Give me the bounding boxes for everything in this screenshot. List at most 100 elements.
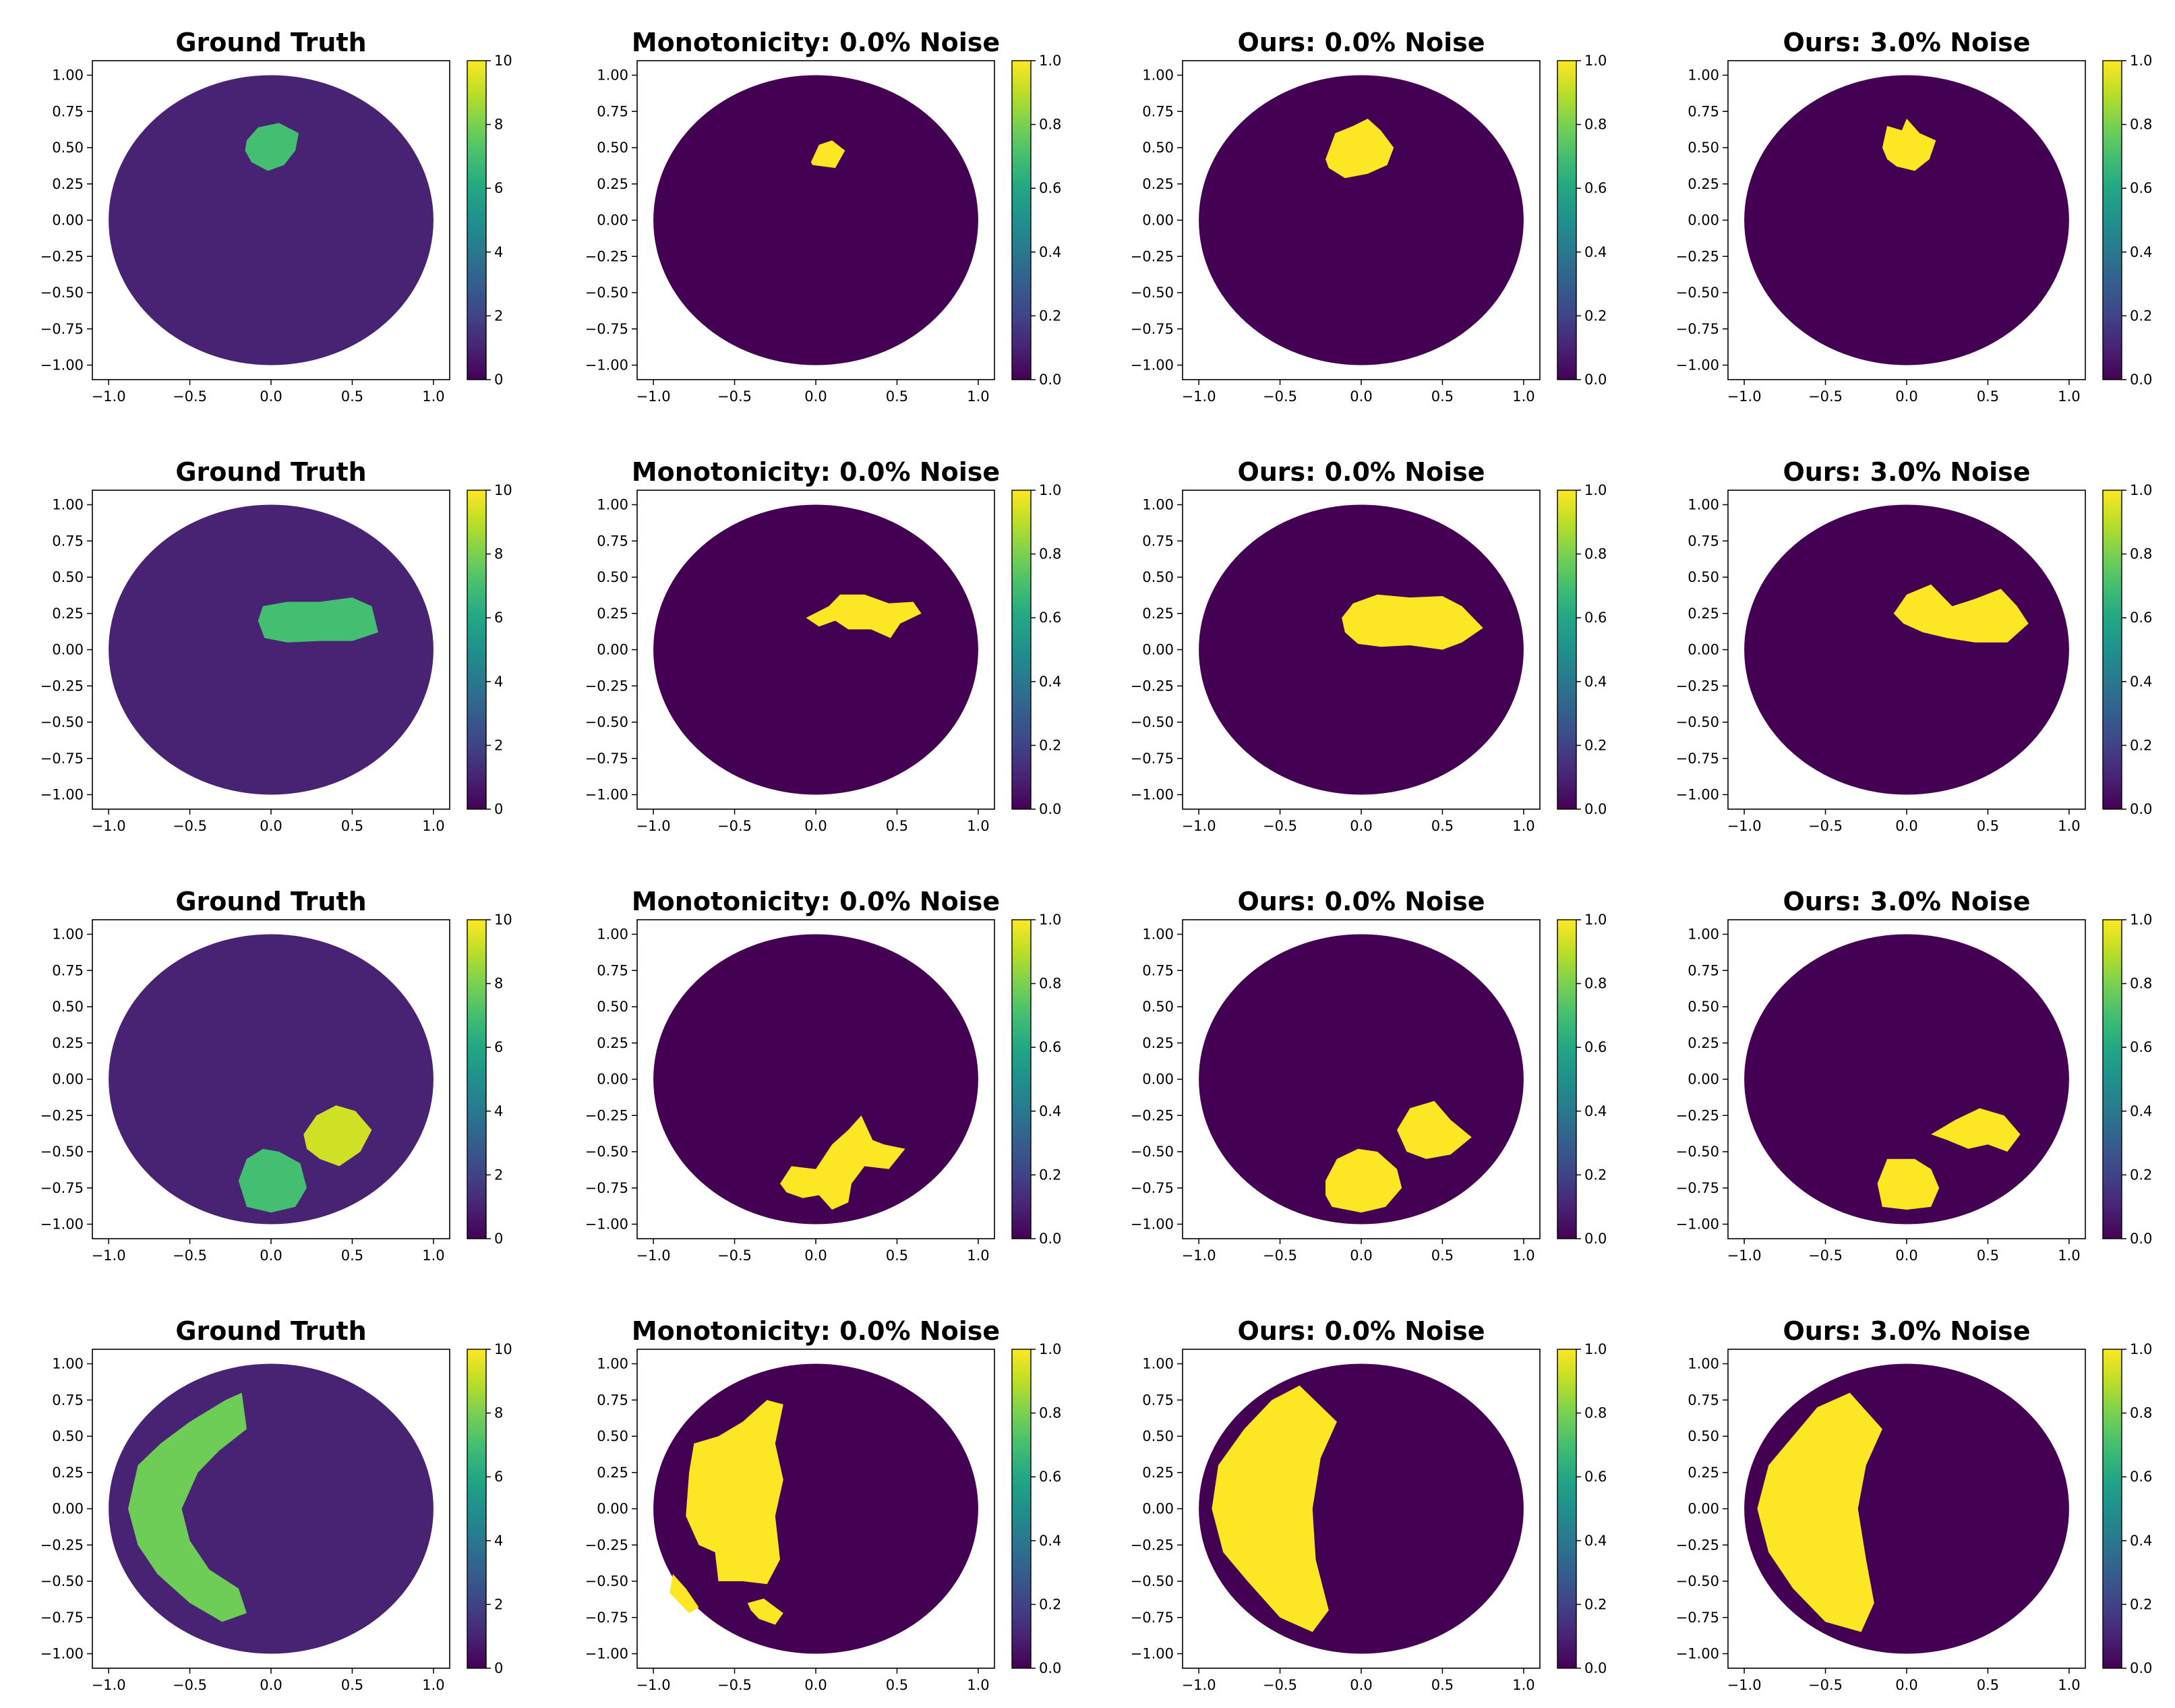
y-tick-label: 0.50 [52,1428,84,1444]
colorbar [2102,919,2122,1239]
colorbar-tick-label: 0.0 [1039,372,1061,388]
x-tick-label: 1.0 [1512,388,1535,405]
x-tick-label: −0.5 [173,818,207,834]
colorbar [1557,60,1577,380]
x-tick-label: 1.0 [2058,1677,2080,1693]
colorbar [1011,60,1032,380]
y-tick-label: −0.25 [1131,1107,1174,1123]
colorbar-tick-label: 8 [494,117,503,133]
x-tick-label: 0.5 [1977,818,1999,834]
y-tick-label: 0.75 [1142,533,1174,549]
y-tick-label: 1.00 [1142,1356,1174,1372]
x-tick-label: 0.5 [1977,1247,1999,1264]
y-tick-label: 0.75 [52,103,84,119]
colorbar [467,1349,487,1669]
colorbar [2102,60,2122,380]
colorbar-tick-label: 1.0 [1039,53,1061,69]
y-tick-label: 1.00 [1142,67,1174,84]
colorbar-tick-label: 1.0 [2130,53,2152,69]
y-tick-label: −0.75 [585,321,628,337]
x-tick-label: 0.0 [260,1247,282,1264]
colorbar-tick-label: 0.8 [2130,1405,2152,1421]
y-tick-label: 0.00 [597,642,628,658]
domain-disk [109,75,434,365]
y-tick-label: −0.50 [585,714,628,730]
x-tick-label: −1.0 [92,1247,126,1264]
y-tick-label: 0.00 [1142,642,1174,658]
x-tick-label: 0.0 [1895,1247,1917,1264]
x-tick-label: −1.0 [1182,818,1216,834]
y-tick-label: 0.25 [597,606,628,622]
y-tick-label: 0.00 [597,1501,628,1517]
panel-title: Ours: 0.0% Noise [1237,1316,1485,1346]
y-tick-label: −1.00 [40,787,84,803]
x-tick-label: 0.0 [1895,818,1917,834]
panel-r2c2: Monotonicity: 0.0% Noise −1.0 −0.5 0.0 0.5 1.… [585,457,1062,834]
colorbar-tick-label: 0.2 [1039,1596,1061,1612]
inclusion-1 [1877,1158,1940,1210]
colorbar-tick-label: 6 [494,1039,503,1055]
y-tick-label: 0.50 [597,1428,628,1444]
panel-title: Ground Truth [175,28,366,57]
y-tick-label: 0.75 [597,962,628,978]
colorbar-tick-label: 0.2 [1039,307,1061,324]
colorbar-tick-label: 4 [494,244,503,260]
inclusion-1 [1882,119,1936,171]
x-tick-label: −0.5 [717,388,752,405]
x-tick-label: 0.0 [260,1677,282,1693]
panel-r3c3: Ours: 0.0% Noise −1.0 −0.5 0.0 0.5 1.0 1.00 0.7… [1131,887,1607,1264]
colorbar-tick-label: 0.6 [2130,1039,2152,1055]
y-tick-label: 0.00 [1142,1071,1174,1088]
colorbar-tick-label: 0.0 [1039,801,1061,817]
y-tick-label: 0.25 [52,176,84,192]
colorbar-tick-label: 8 [494,976,503,992]
colorbar-tick-label: 0.0 [1039,1231,1061,1247]
x-tick-label: 0.0 [1350,818,1372,834]
colorbar-tick-label: 0.6 [1039,1039,1061,1055]
colorbar-tick-label: 0.0 [1039,1660,1061,1676]
colorbar-tick-label: 0.0 [2130,372,2152,388]
y-tick-label: −0.25 [40,1537,84,1553]
y-tick-label: 1.00 [1688,926,1719,943]
y-tick-label: 0.25 [1688,1035,1719,1051]
x-tick-label: 0.5 [1431,388,1454,405]
colorbar [467,60,487,380]
colorbar-tick-label: 1.0 [1584,482,1607,498]
panel-title: Ground Truth [175,887,366,916]
y-tick-label: 0.75 [1142,962,1174,978]
colorbar-tick-label: 0.0 [1584,801,1607,817]
y-tick-label: −0.50 [1676,1573,1719,1589]
y-tick-label: −0.25 [585,678,628,694]
x-tick-label: 0.5 [1431,1247,1454,1264]
colorbar-tick-label: 0.2 [2130,737,2152,753]
inclusion-1 [1893,584,2029,643]
colorbar-tick-label: 0.0 [2130,1660,2152,1676]
colorbar-tick-label: 0.6 [1039,610,1061,626]
colorbar-tick-label: 1.0 [2130,1341,2152,1357]
inclusion-2 [303,1105,372,1167]
x-tick-label: 0.0 [1350,388,1372,405]
colorbar-tick-label: 0 [494,372,503,388]
y-tick-label: 1.00 [1142,497,1174,513]
colorbar-tick-label: 0.4 [2130,1103,2152,1119]
domain-disk [653,504,978,795]
y-tick-label: −0.75 [1131,750,1174,767]
x-tick-label: 1.0 [1512,818,1535,834]
y-tick-label: −1.00 [40,1216,84,1233]
y-tick-label: −0.25 [1131,678,1174,694]
panel-title: Monotonicity: 0.0% Noise [632,457,1000,487]
colorbar-tick-label: 6 [494,1469,503,1485]
x-tick-label: 1.0 [2058,1247,2080,1264]
y-tick-label: 1.00 [597,1356,628,1372]
y-tick-label: 0.00 [597,212,628,229]
panel-title: Ground Truth [175,457,366,487]
y-tick-label: −0.50 [585,285,628,301]
colorbar-tick-label: 0.8 [1584,117,1607,133]
y-tick-label: −0.50 [40,714,84,730]
y-tick-label: 0.75 [597,533,628,549]
y-tick-label: −0.25 [585,1537,628,1553]
y-tick-label: −0.75 [1676,750,1719,767]
colorbar [467,490,487,810]
colorbar-tick-label: 0.8 [2130,976,2152,992]
y-tick-label: 0.75 [1142,1392,1174,1408]
